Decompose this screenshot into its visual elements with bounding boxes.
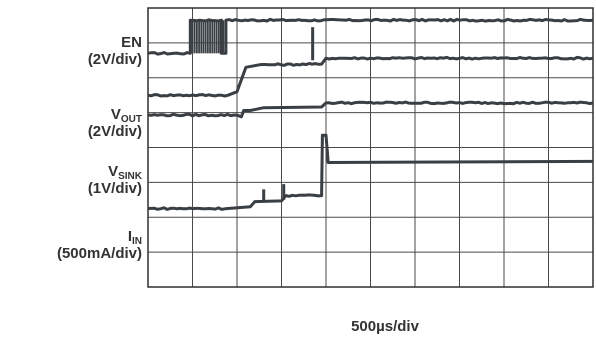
- channel-subscript: IN: [132, 236, 142, 247]
- plot-frame: [147, 7, 594, 288]
- trace-vsink: [147, 100, 594, 119]
- time-scale-label: 500µs/div: [351, 318, 419, 335]
- channel-name: VOUT: [110, 106, 142, 125]
- channel-name: EN: [121, 34, 142, 51]
- channel-name: VSINK: [108, 163, 142, 182]
- channel-scale: (2V/div): [87, 51, 142, 68]
- channel-scale: (500mA/div): [56, 245, 142, 262]
- trace-in: [147, 133, 594, 211]
- channel-scale: (1V/div): [87, 180, 142, 197]
- channel-label-iin: IIN (500mA/div): [57, 228, 142, 262]
- trace-vout: [147, 55, 594, 98]
- channel-label-en: EN (2V/div): [88, 34, 142, 68]
- channel-subscript: SINK: [118, 171, 142, 182]
- channel-scale: (2V/div): [87, 123, 142, 140]
- channel-label-vout: VOUT (2V/div): [88, 106, 142, 140]
- channel-name: IIN: [127, 228, 142, 247]
- channel-label-vsink: VSINK (1V/div): [88, 163, 142, 197]
- channel-subscript: OUT: [120, 114, 142, 125]
